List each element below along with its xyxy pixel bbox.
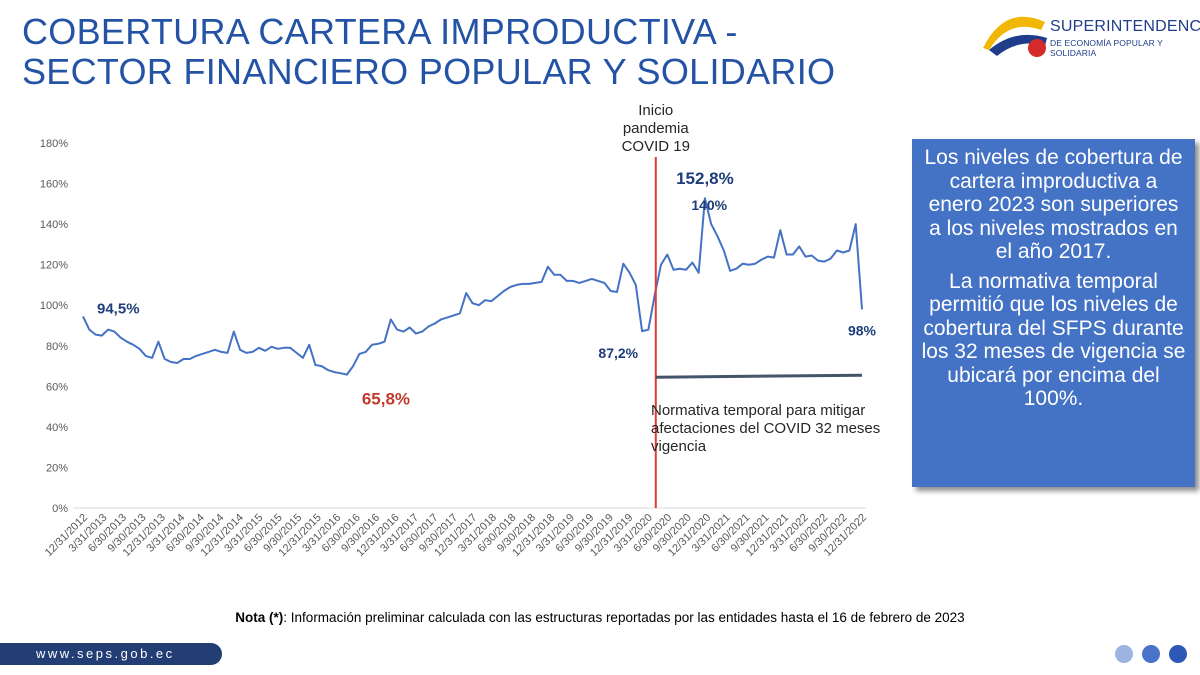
pandemic-annotation-text: Inicio [638,102,673,119]
dot-dark-icon [1169,645,1187,663]
y-tick-label: 80% [46,341,68,353]
logo-emblem-icon [983,16,1047,57]
data-label: 87,2% [598,345,638,361]
footnote: Nota (*): Información preliminar calcula… [0,610,1200,625]
data-label: 140% [691,197,727,213]
footnote-text: : Información preliminar calculada con l… [283,610,965,625]
regulation-period-line [655,373,863,379]
insight-paragraph-1: Los niveles de cobertura de cartera impr… [924,146,1183,263]
coverage-series-line [82,197,863,376]
y-tick-label: 60% [46,381,68,393]
y-tick-label: 180% [40,138,68,150]
y-tick-label: 120% [40,260,68,272]
website-link[interactable]: www.seps.gob.ec [0,643,222,665]
data-label: 65,8% [362,390,410,409]
x-axis: 12/31/20123/31/20136/30/20139/30/201312/… [43,507,869,559]
y-tick-label: 40% [46,422,68,434]
insight-paragraph-2: La normativa temporal permitió que los n… [921,269,1186,411]
dot-medium-icon [1142,645,1160,663]
data-labels: 94,5% 65,8% 87,2% 152,8% 140% 98% [97,169,877,408]
y-axis: 0% 20% 40% 60% 80% 100% 120% 140% 160% 180% [40,138,68,515]
y-tick-label: 160% [40,179,68,191]
footnote-label: Nota (*) [235,610,284,625]
y-tick-label: 0% [52,503,68,515]
data-label: 98% [848,322,877,338]
title-line-2: SECTOR FINANCIERO POPULAR Y SOLIDARIO [22,51,836,92]
regulation-annotation-text: Normativa temporal para mitigar [651,402,865,419]
coverage-line-chart: 0% 20% 40% 60% 80% 100% 120% 140% 160% 180% 12/31… [40,102,880,559]
y-tick-label: 100% [40,300,68,312]
regulation-annotation-text: vigencia [651,438,707,455]
data-label: 152,8% [676,169,734,188]
title-line-1: COBERTURA CARTERA IMPRODUCTIVA - [22,11,738,52]
page-title: COBERTURA CARTERA IMPRODUCTIVA - SECTOR … [22,12,902,92]
data-label: 94,5% [97,300,140,317]
logo-subtitle: DE ECONOMÍA POPULAR Y SOLIDARIA [1050,38,1163,58]
logo-name: SUPERINTENDENCIA [1050,18,1200,35]
insight-box: Los niveles de cobertura de cartera impr… [912,139,1195,487]
pandemic-annotation-text: pandemia [623,120,690,137]
y-tick-label: 20% [46,462,68,474]
website-url: www.seps.gob.ec [36,646,175,661]
pandemic-annotation-text: COVID 19 [622,138,690,155]
dot-light-icon [1115,645,1133,663]
regulation-annotation-text: afectaciones del COVID 32 meses [651,420,880,437]
y-tick-label: 140% [40,219,68,231]
plot-area [82,197,863,376]
